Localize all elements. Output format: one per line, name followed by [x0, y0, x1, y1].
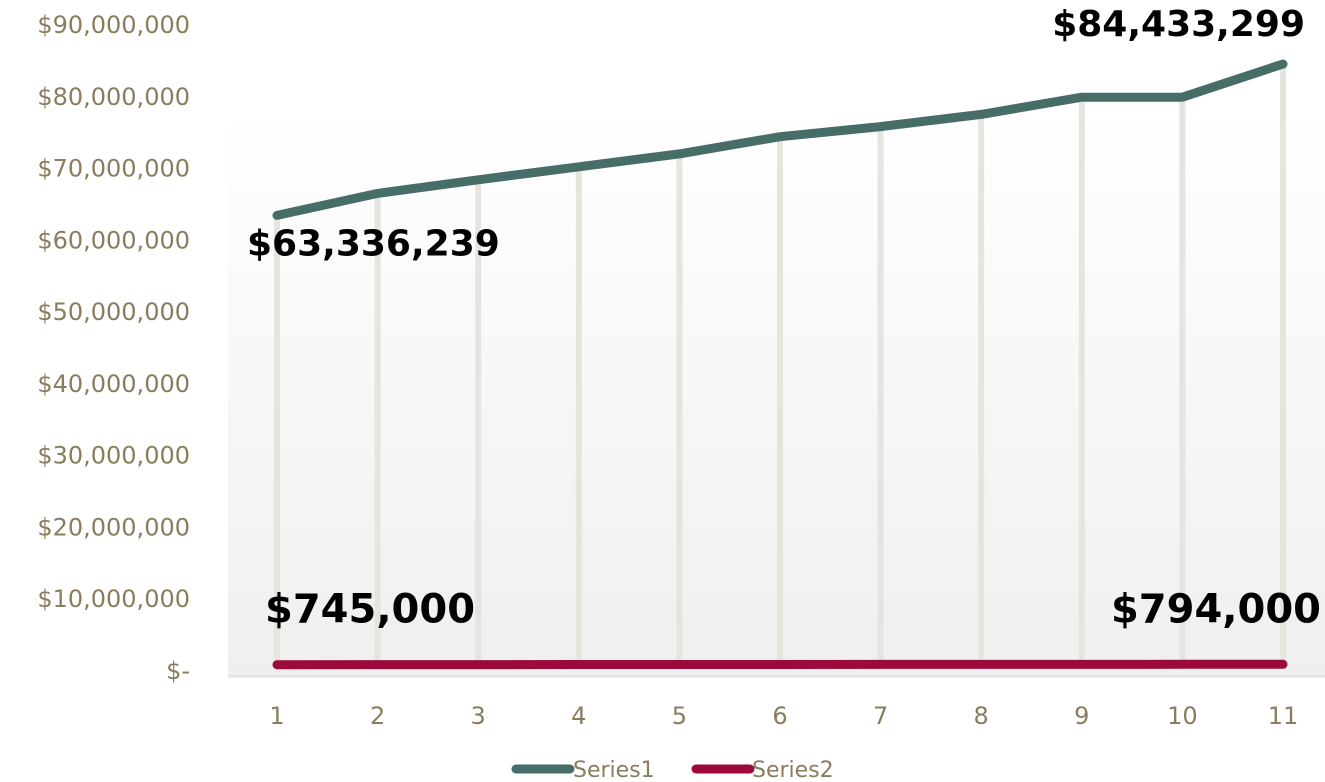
y-tick-label: $80,000,000	[37, 83, 190, 111]
y-tick-label: $30,000,000	[37, 442, 190, 470]
series-lines	[272, 59, 1288, 670]
x-tick-label: 7	[873, 702, 888, 730]
series-line-series1	[272, 59, 1288, 220]
y-tick-label: $40,000,000	[37, 370, 190, 398]
x-tick-label: 3	[471, 702, 486, 730]
x-tick-label: 11	[1268, 702, 1299, 730]
data-label: $63,336,239	[247, 223, 500, 264]
drop-lines	[274, 63, 1286, 665]
x-tick-label: 4	[571, 702, 586, 730]
data-labels: $63,336,239 $84,433,299 $745,000 $794,000	[247, 4, 1321, 633]
y-tick-label: $70,000,000	[37, 155, 190, 183]
x-tick-label: 9	[1074, 702, 1089, 730]
y-axis: $- $10,000,000 $20,000,000 $30,000,000 $40,0…	[37, 11, 190, 685]
y-tick-label: $50,000,000	[37, 298, 190, 326]
x-tick-label: 1	[269, 702, 284, 730]
data-label: $84,433,299	[1052, 4, 1305, 45]
x-axis: 1 2 3 4 5 6 7 8 9 10 11	[269, 702, 1298, 730]
y-tick-label: $60,000,000	[37, 226, 190, 254]
y-tick-label: $20,000,000	[37, 513, 190, 541]
data-label: $745,000	[265, 587, 475, 633]
x-tick-label: 2	[370, 702, 385, 730]
legend-label-series2: Series2	[752, 758, 834, 782]
x-tick-label: 5	[672, 702, 687, 730]
y-tick-label: $10,000,000	[37, 585, 190, 613]
y-tick-label: $-	[166, 657, 190, 685]
x-tick-label: 8	[974, 702, 989, 730]
y-tick-label: $90,000,000	[37, 11, 190, 39]
x-tick-label: 6	[772, 702, 787, 730]
data-label: $794,000	[1111, 586, 1321, 632]
legend: Series1 Series2	[511, 758, 834, 782]
plot-area-background	[228, 110, 1325, 678]
x-tick-label: 10	[1167, 702, 1198, 730]
legend-label-series1: Series1	[573, 758, 655, 782]
